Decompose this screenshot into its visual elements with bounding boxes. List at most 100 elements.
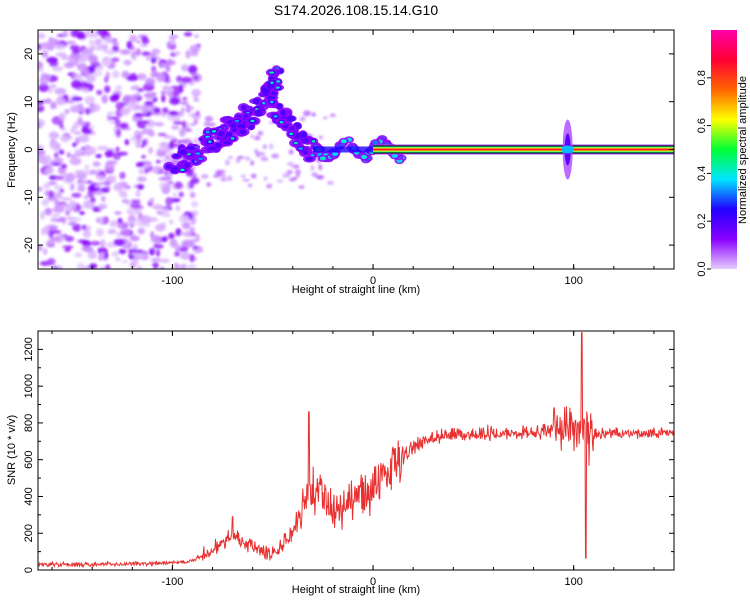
- snr-y-axis-title: SNR (10 * v/v): [6, 415, 18, 485]
- noise-speckle: [111, 41, 120, 46]
- noise-speckle: [259, 156, 268, 159]
- noise-speckle: [174, 51, 181, 56]
- noise-speckle: [104, 149, 114, 158]
- noise-speckle: [111, 251, 120, 258]
- noise-speckle: [142, 105, 151, 111]
- noise-speckle: [123, 59, 132, 66]
- spectrogram-x-ticks: -100 0 100: [51, 30, 655, 287]
- noise-speckle: [162, 236, 168, 243]
- ridge-blob-core: [250, 119, 255, 123]
- noise-speckle: [182, 96, 188, 101]
- noise-speckle: [172, 192, 178, 198]
- noise-speckle: [220, 173, 227, 178]
- ridge-blob: [254, 110, 263, 117]
- noise-speckle: [106, 113, 111, 122]
- noise-speckle: [86, 121, 91, 126]
- x-tick-label: 100: [565, 576, 583, 588]
- noise-speckle: [193, 98, 200, 102]
- noise-speckle: [139, 215, 151, 224]
- noise-speckle: [161, 94, 166, 103]
- ridge-blob: [218, 131, 225, 137]
- noise-speckle: [70, 154, 76, 159]
- noise-speckle: [113, 238, 126, 247]
- noise-speckle: [71, 79, 82, 89]
- noise-speckle: [129, 34, 138, 43]
- noise-speckle: [172, 121, 184, 125]
- noise-speckle: [288, 178, 296, 182]
- noise-speckle: [162, 184, 172, 192]
- colorbar-title: Normalized spectral amplitude: [737, 76, 749, 224]
- noise-speckle: [171, 114, 181, 123]
- noise-speckle: [155, 223, 166, 232]
- noise-speckle: [101, 196, 106, 202]
- snr-background: [38, 331, 674, 570]
- noise-speckle: [154, 122, 165, 127]
- ridge-blob: [170, 166, 179, 174]
- noise-speckle: [72, 223, 82, 232]
- noise-speckle: [129, 235, 140, 242]
- noise-speckle: [323, 116, 328, 120]
- noise-speckle: [311, 172, 318, 177]
- noise-speckle: [250, 173, 257, 179]
- colorbar-tick-label: 0.4: [696, 166, 708, 181]
- noise-speckle: [316, 175, 325, 180]
- noise-speckle: [87, 250, 97, 260]
- noise-speckle: [161, 85, 172, 91]
- noise-speckle: [103, 85, 111, 93]
- noise-speckle: [286, 172, 291, 178]
- noise-speckle: [46, 56, 59, 64]
- noise-speckle: [100, 266, 105, 269]
- noise-speckle: [102, 56, 112, 62]
- noise-speckle: [150, 231, 155, 239]
- snr-line: [38, 332, 674, 569]
- noise-speckle: [115, 146, 120, 152]
- noise-speckle: [71, 192, 82, 198]
- noise-speckle: [185, 49, 191, 59]
- noise-speckle: [61, 172, 68, 177]
- noise-speckle: [84, 95, 96, 105]
- noise-speckle: [110, 120, 115, 125]
- noise-speckle: [146, 123, 155, 128]
- noise-speckle: [148, 146, 154, 155]
- ridge-blob-core: [269, 71, 275, 74]
- noise-speckle: [82, 224, 87, 230]
- noise-speckle: [262, 144, 267, 150]
- noise-speckle: [156, 73, 166, 82]
- noise-speckle: [90, 169, 96, 176]
- noise-speckle: [291, 164, 300, 169]
- noise-speckle: [71, 96, 83, 102]
- noise-speckle: [76, 32, 87, 40]
- noise-speckle: [51, 162, 61, 166]
- noise-speckle: [151, 48, 161, 55]
- noise-speckle: [227, 156, 233, 159]
- noise-speckle: [66, 152, 72, 158]
- noise-speckle: [40, 210, 45, 220]
- noise-speckle: [257, 130, 264, 136]
- noise-speckle: [55, 52, 67, 58]
- noise-speckle: [153, 263, 158, 269]
- noise-speckle: [122, 259, 129, 264]
- noise-speckle: [79, 210, 85, 216]
- noise-speckle: [135, 135, 143, 139]
- noise-speckle: [269, 143, 274, 150]
- noise-speckle: [189, 254, 195, 263]
- noise-speckle: [60, 163, 68, 169]
- noise-speckle: [49, 141, 59, 150]
- ridge-blob: [237, 123, 246, 129]
- noise-speckle: [88, 263, 98, 269]
- noise-speckle: [59, 188, 64, 193]
- noise-speckle: [48, 37, 54, 42]
- noise-speckle: [69, 199, 77, 208]
- noise-speckle: [62, 30, 69, 38]
- noise-speckle: [92, 191, 104, 196]
- noise-speckle: [76, 262, 86, 269]
- noise-speckle: [200, 174, 209, 179]
- ridge-blob: [267, 95, 276, 101]
- noise-speckle: [83, 195, 89, 200]
- noise-speckle: [49, 224, 58, 231]
- noise-speckle: [161, 176, 173, 181]
- noise-speckle: [74, 169, 86, 175]
- y-tick-label: 1200: [23, 337, 35, 361]
- ridge-blob: [243, 113, 249, 119]
